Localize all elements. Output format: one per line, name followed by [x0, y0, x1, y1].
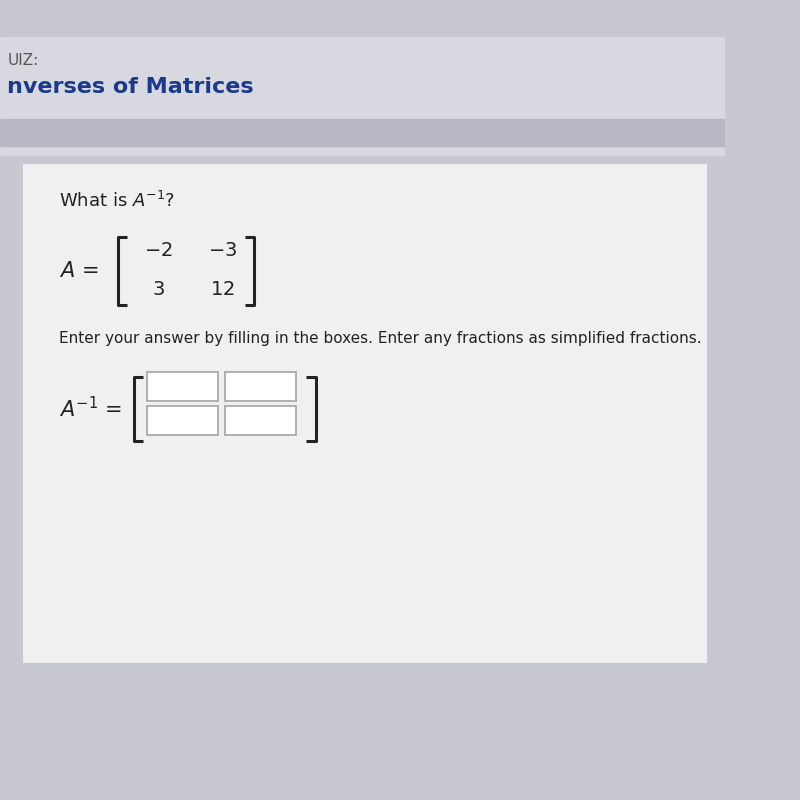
Bar [0, 38, 726, 155]
Bar [225, 372, 295, 401]
Text: $-3$: $-3$ [207, 241, 237, 260]
Bar [147, 406, 218, 435]
Bar [22, 164, 707, 663]
Bar [0, 155, 726, 762]
Text: $3$: $3$ [152, 280, 165, 299]
Text: $A$ =: $A$ = [59, 262, 98, 282]
Text: $A^{-1}$ =: $A^{-1}$ = [59, 397, 122, 422]
Bar [225, 406, 295, 435]
Text: nverses of Matrices: nverses of Matrices [7, 78, 254, 98]
Text: Enter your answer by filling in the boxes. Enter any fractions as simplified fra: Enter your answer by filling in the boxe… [59, 331, 702, 346]
Bar [0, 119, 726, 146]
Text: $-2$: $-2$ [144, 241, 173, 260]
Text: $12$: $12$ [210, 280, 234, 299]
Text: UIZ:: UIZ: [7, 53, 38, 67]
Text: What is $A^{-1}$?: What is $A^{-1}$? [59, 190, 175, 210]
Bar [147, 372, 218, 401]
